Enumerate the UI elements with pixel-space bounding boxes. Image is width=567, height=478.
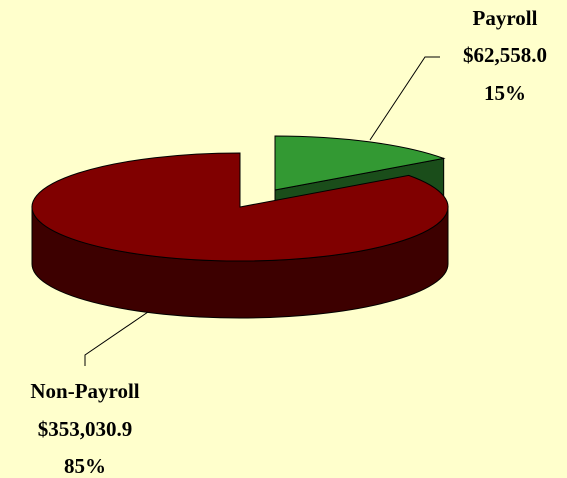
pie <box>31 135 449 319</box>
slice <box>31 152 449 262</box>
leader-line <box>369 56 440 141</box>
value-label: $353,030.9 <box>38 417 133 441</box>
slice-label: Payroll <box>473 6 538 30</box>
percent-label: 15% <box>484 81 526 105</box>
leader-line <box>84 311 149 366</box>
percent-label: 85% <box>64 454 106 478</box>
slice <box>274 135 446 191</box>
slice-label: Non-Payroll <box>30 379 139 403</box>
value-label: $62,558.0 <box>463 43 547 67</box>
